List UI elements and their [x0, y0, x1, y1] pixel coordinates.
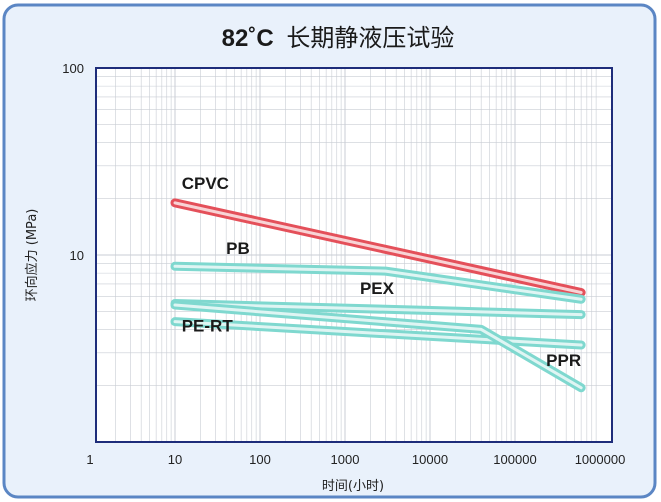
series-label-pe-rt: PE-RT: [182, 316, 234, 335]
series-label-ppr: PPR: [546, 351, 581, 370]
chart-title-temp: 82˚C: [222, 25, 274, 52]
y-tick-label: 10: [70, 248, 84, 263]
x-tick-label: 10000: [412, 452, 448, 467]
chart-title-text: 长期静液压试验: [286, 24, 454, 52]
x-tick-label: 100: [249, 452, 271, 467]
x-tick-label: 1000: [331, 452, 360, 467]
series-label-pex: PEX: [360, 279, 395, 298]
grid-lines: [96, 68, 612, 442]
x-tick-label: 1000000: [575, 452, 626, 467]
plot-border: [95, 67, 613, 443]
series-label-cpvc: CPVC: [182, 174, 229, 193]
series-highlight-pex: [173, 302, 583, 317]
series-highlight-ppr: [173, 303, 583, 390]
series-label-pb: PB: [226, 239, 250, 258]
x-axis-label: 时间(小时): [322, 479, 384, 494]
x-tick-label: 10: [168, 452, 182, 467]
series-highlight-pe-rt: [173, 320, 583, 347]
tick-labels: 1 10 100 1000 10000 100000 1000000 10 100: [62, 61, 625, 467]
series-labels: CPVC PB PEX PE-RT PPR: [182, 174, 581, 370]
series-highlight-cpvc: [173, 201, 583, 295]
series-highlight-pb: [173, 264, 583, 301]
x-tick-label: 1: [86, 452, 93, 467]
x-tick-label: 100000: [493, 452, 536, 467]
series-lines: [170, 198, 586, 393]
y-tick-label: 100: [62, 61, 84, 76]
y-axis-label: 环向应力 (MPa): [24, 209, 40, 302]
chart-title: 82˚C 长期静液压试验: [222, 24, 455, 52]
